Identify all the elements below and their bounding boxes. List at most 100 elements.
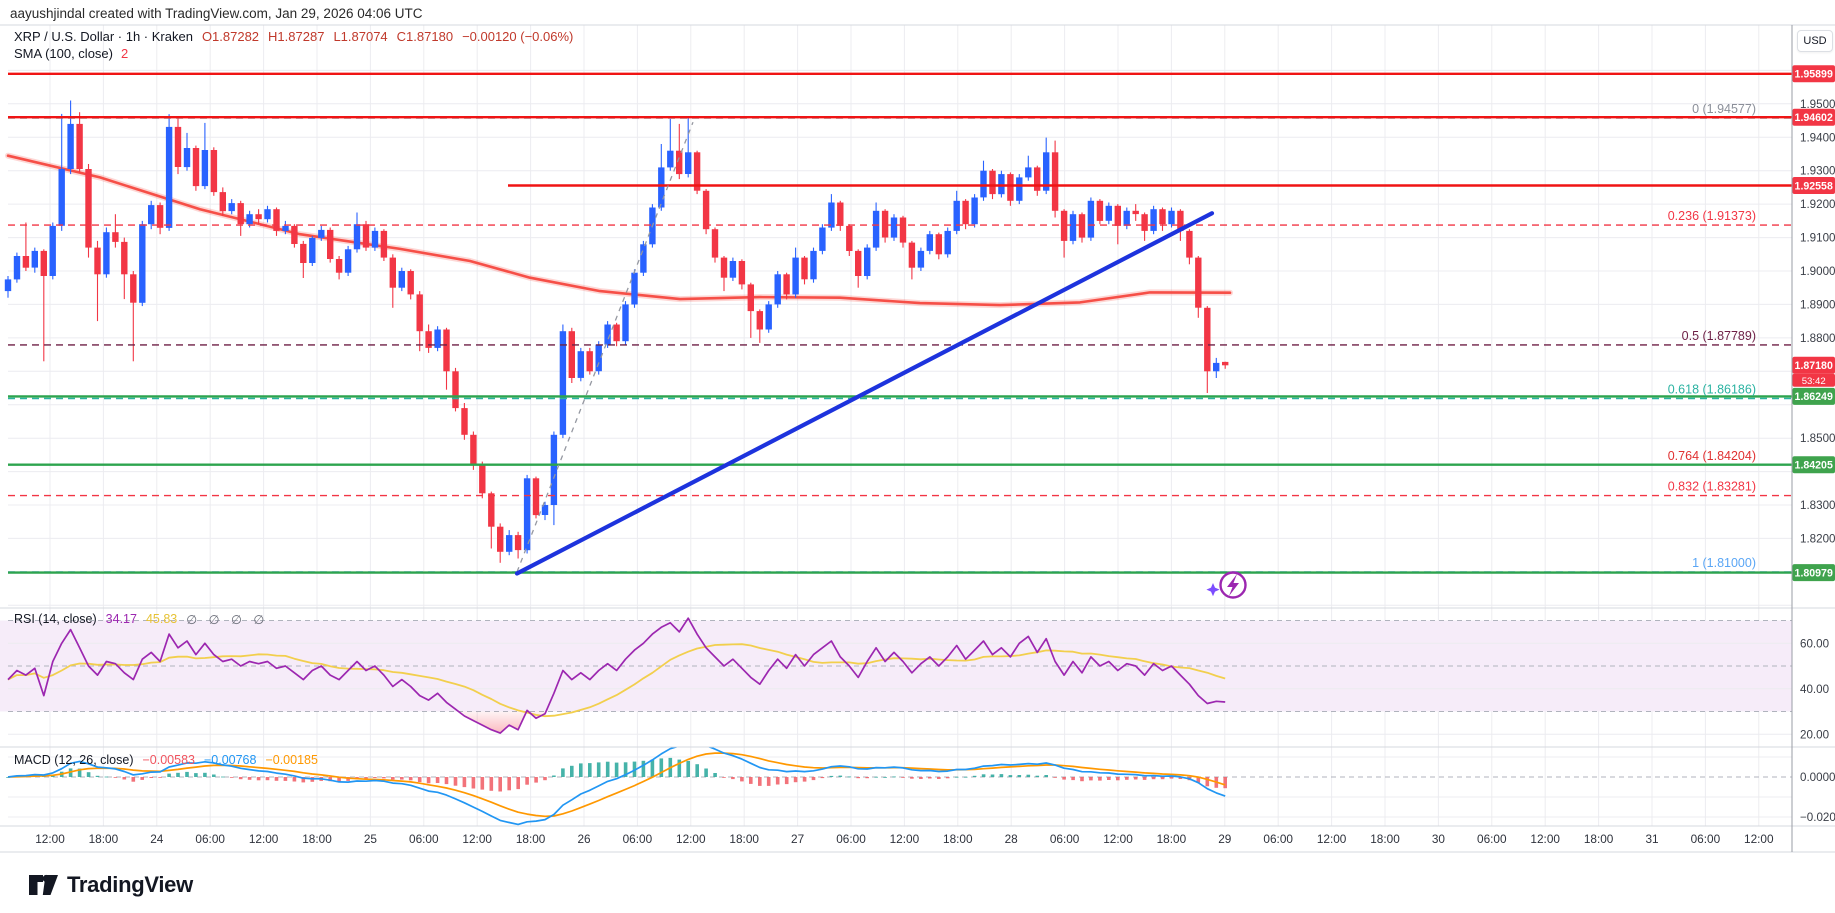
svg-text:0.00000: 0.00000 (1800, 771, 1835, 784)
svg-text:40.00: 40.00 (1800, 683, 1829, 696)
svg-text:1.94000: 1.94000 (1800, 131, 1835, 144)
macd-pane-grid (8, 756, 1792, 818)
svg-text:12:00: 12:00 (1744, 832, 1774, 846)
rsi-plot (7, 617, 1226, 734)
pane-separators (0, 24, 1835, 853)
svg-text:60.00: 60.00 (1800, 637, 1829, 650)
svg-text:1.88000: 1.88000 (1800, 332, 1835, 345)
price-change: −0.00120 (−0.06%) (462, 29, 574, 44)
svg-text:18:00: 18:00 (89, 832, 119, 846)
svg-text:1.83000: 1.83000 (1800, 499, 1835, 512)
time-axis[interactable]: 12:00 18:00 24 06:00 12:00 18:00 25 06:00 12:00 1… (35, 832, 1774, 846)
svg-text:0 (1.94577): 0 (1.94577) (1692, 102, 1756, 116)
svg-text:18:00: 18:00 (516, 832, 546, 846)
svg-text:12:00: 12:00 (1317, 832, 1347, 846)
svg-text:06:00: 06:00 (623, 832, 653, 846)
svg-text:26: 26 (577, 832, 591, 846)
svg-text:18:00: 18:00 (1370, 832, 1400, 846)
svg-text:1.84205: 1.84205 (1795, 460, 1833, 472)
tradingview-logo-icon (29, 874, 58, 895)
credit-line: aayushjindal created with TradingView.co… (10, 6, 423, 21)
svg-text:12:00: 12:00 (890, 832, 920, 846)
svg-text:12:00: 12:00 (1103, 832, 1133, 846)
svg-text:0.764 (1.84204): 0.764 (1.84204) (1668, 449, 1756, 463)
sma-label: SMA (100, close) (14, 46, 113, 61)
svg-text:53:42: 53:42 (1802, 376, 1826, 387)
svg-text:18:00: 18:00 (1584, 832, 1614, 846)
svg-text:06:00: 06:00 (409, 832, 439, 846)
currency-selector[interactable]: USD (1797, 30, 1833, 52)
svg-text:1.92558: 1.92558 (1795, 180, 1833, 192)
price-badges: 1.95899 1.94602 1.92558 1.87180 53:42 1.86249… (1792, 65, 1835, 582)
tradingview-logo[interactable]: TradingView (28, 871, 193, 899)
rsi-empty-params: ∅ ∅ ∅ ∅ (186, 613, 269, 627)
svg-text:18:00: 18:00 (729, 832, 759, 846)
svg-text:0.236 (1.91373): 0.236 (1.91373) (1668, 209, 1756, 223)
svg-text:0.832 (1.83281): 0.832 (1.83281) (1668, 480, 1756, 494)
svg-text:25: 25 (364, 832, 378, 846)
fib-level-labels: 0 (1.94577) 0.236 (1.91373) 0.5 (1.87789) 0… (1668, 102, 1756, 570)
svg-text:1.90000: 1.90000 (1800, 265, 1835, 278)
svg-text:30: 30 (1432, 832, 1446, 846)
grid-horizontal (8, 69, 1792, 606)
svg-text:1.91000: 1.91000 (1800, 232, 1835, 245)
flash-icon[interactable] (1206, 571, 1247, 599)
price-axis[interactable]: 1.95000 1.94000 1.93000 1.92000 1.91000 1.900… (1800, 98, 1835, 824)
trendline[interactable] (514, 211, 1215, 576)
svg-text:18:00: 18:00 (302, 832, 332, 846)
svg-text:1.95899: 1.95899 (1795, 69, 1833, 81)
svg-text:06:00: 06:00 (195, 832, 225, 846)
svg-text:1.94602: 1.94602 (1795, 112, 1833, 124)
svg-text:1 (1.81000): 1 (1.81000) (1692, 556, 1756, 570)
sma-value: 2 (121, 46, 129, 61)
svg-text:12:00: 12:00 (462, 832, 492, 846)
rsi-pane-grid (0, 620, 1792, 735)
symbol-legend: XRP / U.S. Dollar · 1h · Kraken O1.87282… (14, 29, 573, 44)
macd-label: MACD (12, 26, close) (14, 753, 134, 767)
ohlc-high: H1.87287 (268, 29, 325, 44)
candles-layer[interactable] (4, 100, 1229, 563)
tradingview-logo-text: TradingView (67, 872, 193, 897)
svg-text:1.85000: 1.85000 (1800, 432, 1835, 445)
macd-plot (6, 747, 1227, 826)
sma-legend: SMA (100, close) 2 (14, 46, 128, 61)
fib-anchor-line[interactable] (516, 121, 694, 573)
svg-text:1.92000: 1.92000 (1800, 198, 1835, 211)
svg-text:12:00: 12:00 (249, 832, 279, 846)
svg-text:06:00: 06:00 (1263, 832, 1293, 846)
svg-text:1.93000: 1.93000 (1800, 165, 1835, 178)
rsi-ma-value: 45.83 (145, 612, 178, 626)
svg-text:12:00: 12:00 (676, 832, 706, 846)
macd-legend: MACD (12, 26, close) −0.00583 −0.00768 −… (14, 753, 318, 767)
svg-text:1.86249: 1.86249 (1795, 391, 1833, 403)
svg-text:1.82000: 1.82000 (1800, 532, 1835, 545)
svg-text:18:00: 18:00 (943, 832, 973, 846)
macd-line-value: −0.00768 (203, 753, 257, 767)
macd-signal-value: −0.00185 (265, 753, 318, 767)
ohlc-low: L1.87074 (333, 29, 388, 44)
svg-text:20.00: 20.00 (1800, 728, 1829, 741)
svg-text:31: 31 (1645, 832, 1658, 846)
svg-text:29: 29 (1218, 832, 1231, 846)
svg-text:06:00: 06:00 (1477, 832, 1507, 846)
svg-text:18:00: 18:00 (1157, 832, 1187, 846)
svg-text:−0.02000: −0.02000 (1800, 811, 1835, 824)
svg-text:06:00: 06:00 (1050, 832, 1080, 846)
svg-text:27: 27 (791, 832, 804, 846)
svg-text:0.618 (1.86186): 0.618 (1.86186) (1668, 383, 1756, 397)
macd-hist-value: −0.00583 (142, 753, 195, 767)
svg-text:1.80979: 1.80979 (1795, 567, 1833, 579)
rsi-value: 34.17 (105, 612, 137, 626)
horizontal-level-lines[interactable] (8, 72, 1792, 574)
svg-text:0.5 (1.87789): 0.5 (1.87789) (1682, 329, 1756, 343)
svg-text:1.89000: 1.89000 (1800, 298, 1835, 311)
svg-text:28: 28 (1005, 832, 1019, 846)
svg-text:1.87180: 1.87180 (1795, 360, 1833, 372)
svg-text:06:00: 06:00 (836, 832, 866, 846)
rsi-label: RSI (14, close) (14, 612, 97, 626)
symbol-title: XRP / U.S. Dollar · 1h · Kraken (14, 29, 193, 44)
svg-text:12:00: 12:00 (35, 832, 65, 846)
svg-text:06:00: 06:00 (1691, 832, 1721, 846)
